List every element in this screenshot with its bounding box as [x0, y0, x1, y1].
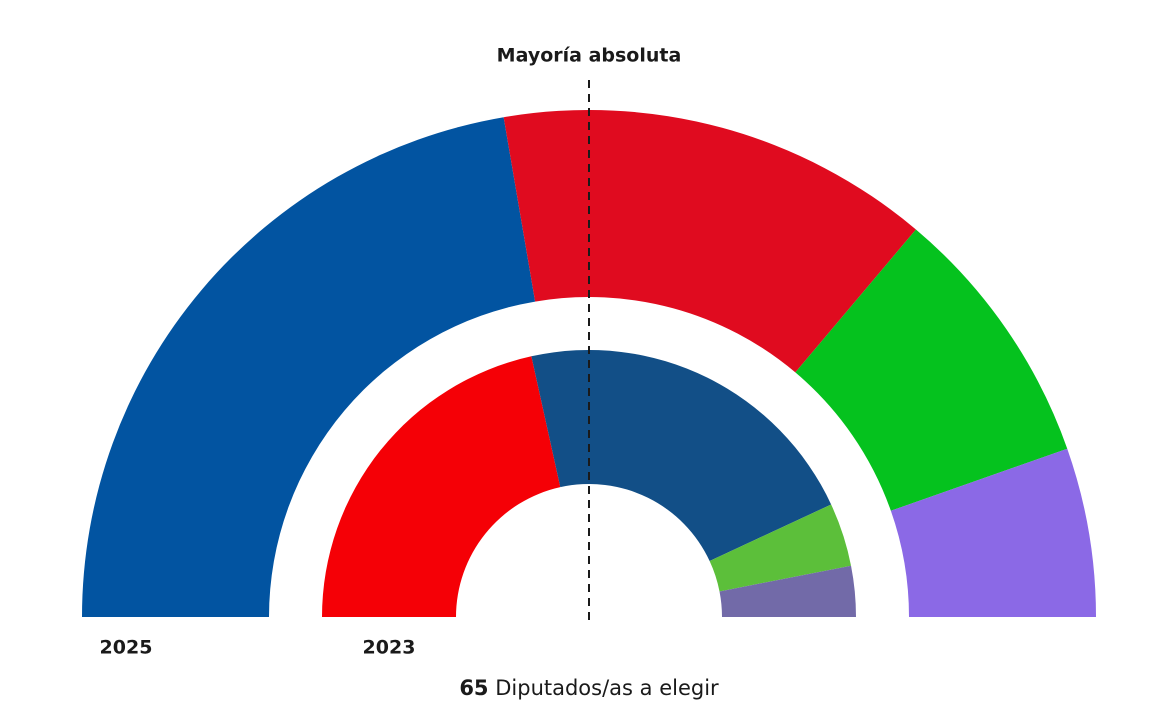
total-seats: 65 — [459, 676, 488, 700]
ring-label: 2023 — [363, 637, 416, 659]
seat-segment — [503, 110, 916, 373]
seat-segment — [890, 448, 1096, 617]
seat-segment — [82, 117, 536, 617]
footer: 65 Diputados/as a elegir — [459, 676, 719, 700]
seat-segment — [322, 356, 561, 617]
footer-text: Diputados/as a elegir — [495, 676, 719, 700]
seat-segment — [531, 350, 832, 561]
seat-segment — [709, 504, 852, 592]
majority-label: Mayoría absoluta — [497, 45, 682, 67]
seat-segment — [795, 229, 1068, 511]
seat-segment — [719, 565, 856, 617]
ring-label: 2025 — [100, 637, 153, 659]
